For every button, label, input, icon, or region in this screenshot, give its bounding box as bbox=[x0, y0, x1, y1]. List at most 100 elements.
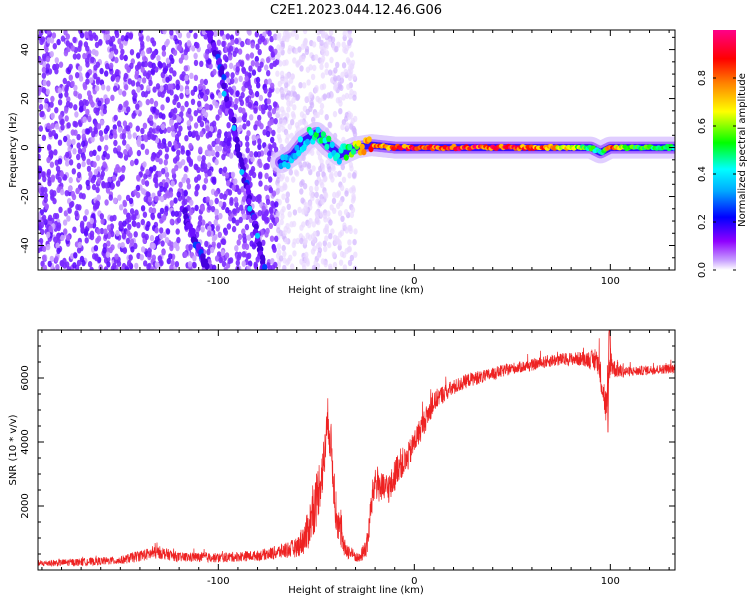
noise-dot bbox=[45, 63, 51, 70]
noise-dot bbox=[231, 225, 237, 233]
noise-dot bbox=[185, 88, 190, 96]
noise-dot bbox=[224, 108, 230, 115]
noise-dot bbox=[89, 150, 94, 157]
noise-dot bbox=[265, 56, 271, 64]
noise-dot bbox=[317, 241, 322, 248]
noise-dot bbox=[194, 176, 199, 183]
noise-dot bbox=[290, 119, 295, 126]
noise-dot bbox=[100, 218, 105, 225]
noise-dot bbox=[255, 76, 261, 84]
noise-dot bbox=[144, 180, 150, 187]
noise-dot bbox=[85, 179, 90, 187]
noise-dot bbox=[267, 104, 272, 112]
noise-dot bbox=[337, 170, 342, 177]
noise-dot bbox=[245, 253, 250, 260]
noise-dot bbox=[240, 91, 245, 99]
noise-dot bbox=[160, 104, 165, 111]
noise-dot bbox=[73, 121, 79, 128]
noise-dot bbox=[72, 226, 77, 233]
noise-dot bbox=[250, 42, 255, 49]
noise-dot bbox=[351, 185, 356, 192]
noise-dot bbox=[192, 262, 197, 269]
noise-dot bbox=[202, 94, 208, 102]
noise-dot bbox=[76, 133, 81, 141]
noise-dot bbox=[310, 194, 315, 202]
noise-dot bbox=[232, 208, 237, 215]
noise-dot bbox=[284, 81, 289, 89]
noise-dot bbox=[124, 35, 129, 42]
noise-dot bbox=[251, 69, 257, 76]
x-tick-label: 0 bbox=[411, 276, 417, 287]
noise-dot bbox=[95, 154, 101, 162]
noise-dot bbox=[216, 132, 222, 139]
noise-dot bbox=[114, 253, 119, 260]
noise-dot bbox=[302, 264, 307, 270]
noise-dot bbox=[290, 30, 296, 37]
noise-dot bbox=[314, 185, 319, 192]
noise-dot bbox=[170, 210, 176, 217]
noise-dot bbox=[50, 112, 55, 120]
noise-dot bbox=[179, 92, 184, 100]
noise-dot bbox=[98, 38, 103, 46]
noise-dot bbox=[207, 225, 212, 232]
noise-dot bbox=[133, 231, 138, 238]
noise-dot bbox=[168, 191, 174, 198]
noise-dot bbox=[286, 100, 291, 107]
noise-dot bbox=[146, 84, 151, 92]
noise-dot bbox=[213, 30, 218, 37]
noise-dot bbox=[117, 126, 123, 133]
noise-dot bbox=[349, 254, 355, 262]
noise-dot bbox=[183, 48, 188, 56]
noise-dot bbox=[106, 85, 111, 92]
noise-dot bbox=[81, 133, 87, 140]
noise-dot bbox=[91, 48, 97, 56]
noise-dot bbox=[238, 216, 243, 224]
noise-dot bbox=[114, 31, 120, 39]
noise-dot bbox=[233, 196, 239, 204]
noise-dot bbox=[111, 74, 116, 81]
noise-dot bbox=[285, 197, 290, 204]
noise-dot bbox=[101, 180, 106, 188]
noise-dot bbox=[311, 221, 316, 228]
diagonal-trace bbox=[179, 205, 210, 270]
noise-dot bbox=[331, 165, 336, 172]
noise-dot bbox=[38, 96, 43, 104]
noise-dot bbox=[254, 55, 259, 63]
noise-dot bbox=[115, 180, 121, 187]
noise-dot bbox=[66, 80, 71, 88]
noise-dot bbox=[64, 115, 69, 122]
noise-dot bbox=[160, 71, 165, 79]
noise-dot bbox=[110, 94, 115, 102]
noise-dot bbox=[229, 88, 234, 95]
noise-dot bbox=[299, 188, 304, 195]
noise-dot bbox=[122, 139, 127, 146]
noise-dot bbox=[205, 196, 210, 203]
noise-dot bbox=[209, 199, 214, 206]
colorbar-tick-label: 0.8 bbox=[697, 70, 708, 86]
noise-dot bbox=[264, 210, 269, 217]
noise-dot bbox=[285, 95, 291, 102]
noise-dot bbox=[122, 200, 128, 208]
noise-dot bbox=[221, 40, 226, 48]
noise-dot bbox=[257, 143, 262, 150]
noise-dot bbox=[159, 207, 165, 215]
noise-dot bbox=[70, 129, 76, 136]
noise-dot bbox=[267, 120, 272, 127]
noise-dot bbox=[88, 77, 94, 84]
noise-dot bbox=[67, 207, 72, 214]
noise-dot bbox=[216, 242, 222, 249]
noise-dot bbox=[261, 205, 266, 212]
noise-dot bbox=[290, 73, 295, 80]
noise-dot bbox=[230, 72, 235, 79]
noise-dot bbox=[265, 130, 271, 138]
noise-dot bbox=[169, 119, 174, 127]
noise-dot bbox=[148, 114, 154, 122]
noise-dot bbox=[161, 62, 167, 69]
noise-dot bbox=[46, 80, 51, 87]
noise-dot bbox=[86, 221, 92, 228]
noise-dot bbox=[53, 149, 58, 156]
noise-dot bbox=[68, 63, 73, 71]
noise-dot bbox=[65, 151, 70, 159]
noise-dot bbox=[267, 78, 272, 85]
noise-dot bbox=[39, 38, 44, 46]
